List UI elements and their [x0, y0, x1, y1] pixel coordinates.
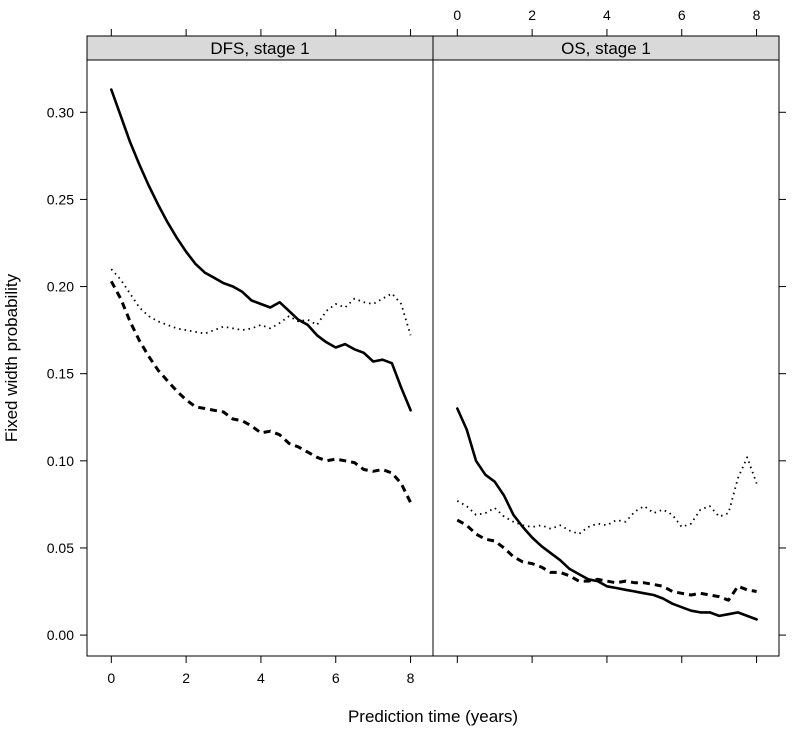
- x-tick-label: 0: [453, 7, 461, 23]
- series-group-os: [456, 407, 758, 621]
- panel-frame-os: [432, 59, 780, 657]
- y-tick-label: 0.20: [47, 279, 74, 295]
- panel-title-os: OS, stage 1: [561, 39, 651, 58]
- x-tick-label: 2: [182, 670, 190, 686]
- panel-strip-os: [432, 35, 780, 61]
- y-axis-title: Fixed width probability: [2, 273, 21, 442]
- series-line-dashed-panel-1: [456, 518, 757, 602]
- y-tick-label: 0.30: [47, 104, 74, 120]
- x-tick-label: 4: [603, 7, 611, 23]
- y-tick-label: 0.25: [47, 191, 74, 207]
- y-tick-label: 0.15: [47, 366, 74, 382]
- x-tick-label: 6: [678, 7, 686, 23]
- panel-strip-dfs: [86, 35, 434, 61]
- x-axis-title: Prediction time (years): [348, 707, 518, 726]
- series-line-solid-panel-1: [456, 407, 758, 621]
- y-tick-label: 0.00: [47, 627, 74, 643]
- x-tick-label: 6: [332, 670, 340, 686]
- x-tick-label: 8: [407, 670, 415, 686]
- panel-os-stage-1: OS, stage 1: [432, 35, 780, 657]
- y-tick-label: 0.10: [47, 453, 74, 469]
- panel-title-dfs: DFS, stage 1: [210, 39, 309, 58]
- x-tick-label: 0: [107, 670, 115, 686]
- x-tick-label: 2: [528, 7, 536, 23]
- x-tick-label: 8: [753, 7, 761, 23]
- panel-frame-dfs: [86, 59, 434, 657]
- y-tick-label: 0.05: [47, 540, 74, 556]
- series-line-dotted-panel-1: [456, 456, 758, 535]
- series-group-dfs: [109, 88, 412, 504]
- x-tick-label: 4: [257, 670, 265, 686]
- series-line-dotted-panel-0: [110, 268, 412, 336]
- series-line-dashed-panel-0: [109, 280, 412, 504]
- series-line-solid-panel-0: [110, 88, 412, 412]
- panel-dfs-stage-1: DFS, stage 1: [86, 35, 434, 657]
- axes: 0 0 2 2 4 4 6 6 8 8 0.00 0.05 0.10 0.15 0.20 0.25 0.30: [47, 7, 786, 686]
